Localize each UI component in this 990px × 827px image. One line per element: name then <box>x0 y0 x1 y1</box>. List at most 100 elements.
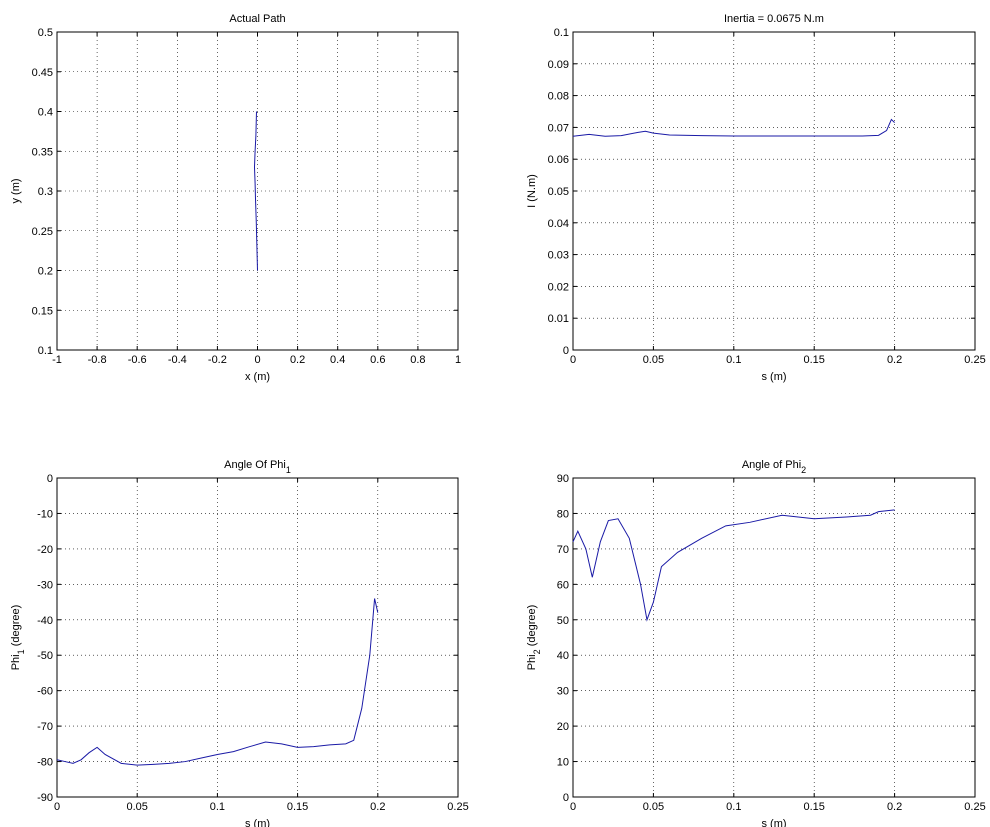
y-axis-label-subscript: 1 <box>16 649 26 654</box>
y-tick-label: 80 <box>557 508 569 520</box>
y-tick-label: -90 <box>37 792 53 804</box>
y-tick-label: -60 <box>37 686 53 698</box>
x-tick-label: 0.05 <box>643 801 664 813</box>
y-tick-label: 0.15 <box>32 305 53 317</box>
y-tick-label: 0.25 <box>32 226 53 238</box>
chart-title: Actual Path <box>229 13 285 25</box>
x-tick-label: 0.1 <box>726 801 741 813</box>
data-line <box>253 111 258 271</box>
x-tick-label: 0.6 <box>370 354 385 366</box>
x-tick-label: 0.2 <box>887 801 902 813</box>
x-tick-label: -0.8 <box>88 354 107 366</box>
y-tick-label: 40 <box>557 650 569 662</box>
x-tick-label: 0 <box>570 801 576 813</box>
x-tick-label: 0.15 <box>287 801 308 813</box>
chart-title: Inertia = 0.0675 N.m <box>724 13 824 25</box>
y-tick-label: 0.3 <box>38 186 53 198</box>
x-tick-label: -0.4 <box>168 354 187 366</box>
y-tick-label: 0 <box>47 473 53 485</box>
y-tick-label: 0.06 <box>548 154 569 166</box>
chart-title: Angle Of Phi1 <box>224 459 291 475</box>
data-line <box>572 509 895 622</box>
x-tick-label: 0.15 <box>803 354 824 366</box>
y-axis-label-subscript: 2 <box>532 649 542 654</box>
y-tick-label: -10 <box>37 508 53 520</box>
y-axis-label-suffix: (degree) <box>526 605 538 650</box>
y-axis-label-suffix: (degree) <box>10 605 22 650</box>
x-tick-label: 0.05 <box>126 801 147 813</box>
x-axis-label: s (m) <box>761 818 786 827</box>
x-tick-label: -0.2 <box>208 354 227 366</box>
y-tick-label: 0.04 <box>548 218 569 230</box>
y-tick-label: -20 <box>37 544 53 556</box>
x-tick-label: 0 <box>54 801 60 813</box>
x-tick-label: 1 <box>455 354 461 366</box>
y-tick-label: 0.2 <box>38 266 53 278</box>
y-axis-label: I (N.m) <box>526 174 538 208</box>
x-tick-label: 0.2 <box>290 354 305 366</box>
y-tick-label: 0.35 <box>32 146 53 158</box>
plot-frame <box>56 477 459 798</box>
y-tick-label: -70 <box>37 721 53 733</box>
y-axis-label: Phi2 (degree) <box>526 605 542 671</box>
chart-title: Angle of Phi2 <box>742 459 806 475</box>
y-tick-label: -50 <box>37 650 53 662</box>
y-tick-label: 30 <box>557 686 569 698</box>
plot-frame <box>572 477 976 798</box>
x-axis-label: s (m) <box>761 371 786 383</box>
plot-area <box>56 477 459 798</box>
y-tick-label: 0.08 <box>548 91 569 103</box>
y-tick-label: 0.02 <box>548 281 569 293</box>
x-tick-label: 0.1 <box>726 354 741 366</box>
plot-frame <box>56 31 459 351</box>
y-tick-label: 0 <box>563 792 569 804</box>
chart-title-subscript: 2 <box>801 465 806 475</box>
x-axis-label: x (m) <box>245 371 270 383</box>
y-tick-label: 0.4 <box>38 107 53 119</box>
y-tick-label: 0.05 <box>548 186 569 198</box>
x-tick-label: 0.25 <box>964 354 985 366</box>
y-tick-label: 0.01 <box>548 313 569 325</box>
y-tick-label: 0 <box>563 345 569 357</box>
x-tick-label: 0.2 <box>887 354 902 366</box>
chart-title-text: Angle Of Phi <box>224 459 286 471</box>
y-tick-label: 10 <box>557 757 569 769</box>
x-tick-label: 0.2 <box>370 801 385 813</box>
y-axis-label-text: Phi <box>10 654 22 670</box>
chart-title-subscript: 1 <box>286 465 291 475</box>
x-tick-label: 0.4 <box>330 354 345 366</box>
y-tick-label: -40 <box>37 615 53 627</box>
y-tick-label: 70 <box>557 544 569 556</box>
y-tick-label: 0.03 <box>548 250 569 262</box>
x-tick-label: 0.05 <box>643 354 664 366</box>
y-tick-label: -30 <box>37 579 53 591</box>
y-tick-label: 0.5 <box>38 27 53 39</box>
x-tick-label: 0.25 <box>964 801 985 813</box>
y-tick-label: -80 <box>37 757 53 769</box>
x-axis-label: s (m) <box>245 818 270 827</box>
plot-area <box>572 477 976 798</box>
y-axis-label: y (m) <box>10 178 22 203</box>
y-tick-label: 0.09 <box>548 59 569 71</box>
chart-title-text: Angle of Phi <box>742 459 801 471</box>
y-tick-label: 0.1 <box>38 345 53 357</box>
x-tick-label: 0 <box>570 354 576 366</box>
x-tick-label: -0.6 <box>128 354 147 366</box>
y-tick-label: 60 <box>557 579 569 591</box>
x-tick-label: 0.15 <box>803 801 824 813</box>
data-line <box>56 598 379 766</box>
x-tick-label: 0.8 <box>410 354 425 366</box>
x-tick-label: -1 <box>52 354 62 366</box>
y-tick-label: 20 <box>557 721 569 733</box>
y-tick-label: 50 <box>557 615 569 627</box>
y-tick-label: 90 <box>557 473 569 485</box>
x-tick-label: 0.25 <box>447 801 468 813</box>
x-tick-label: 0.1 <box>210 801 225 813</box>
x-tick-label: 0 <box>254 354 260 366</box>
y-tick-label: 0.07 <box>548 122 569 134</box>
y-tick-label: 0.45 <box>32 67 53 79</box>
plot-frame <box>572 31 976 351</box>
y-tick-label: 0.1 <box>554 27 569 39</box>
y-axis-label-text: Phi <box>526 654 538 670</box>
